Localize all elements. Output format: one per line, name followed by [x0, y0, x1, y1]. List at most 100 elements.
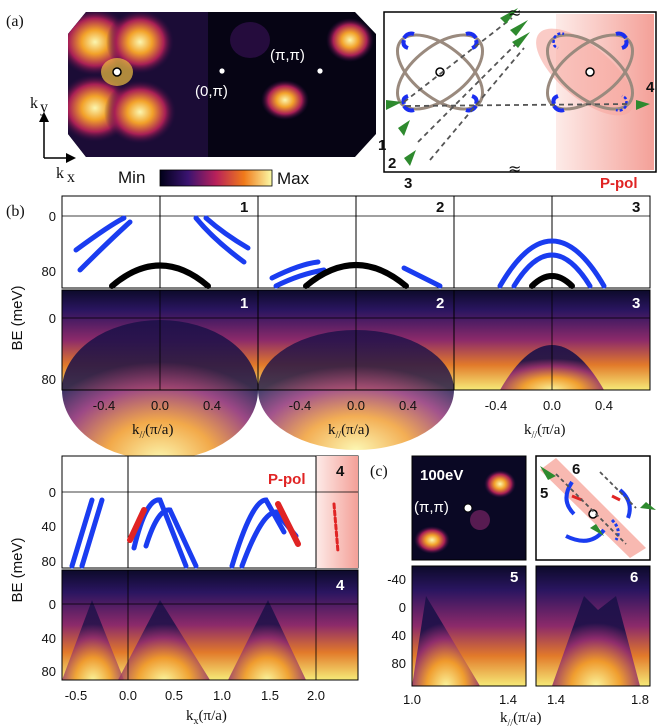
cut-label-2-bottom: 2 — [436, 295, 444, 312]
zero-pi-marker — [219, 68, 225, 74]
xlabel-b1-sub: // — [140, 430, 146, 441]
xlabel-b2-main: k — [328, 422, 336, 438]
xtick-2c: 0.4 — [399, 398, 417, 413]
spectra-c: 5 6 -40 0 40 80 1.0 1.4 1.4 1.8 k//(π/a) — [387, 565, 651, 726]
schematic-c: 6 5 — [535, 455, 656, 561]
ytick-bottom-0: 0 — [49, 311, 56, 326]
xlabel-c-sub: // — [508, 718, 514, 726]
cut-number-5: 5 — [540, 485, 548, 502]
cut-number-2: 2 — [388, 155, 396, 172]
ytick4-top-0: 0 — [49, 485, 56, 500]
xlabel-b3-unit: (π/a) — [537, 422, 565, 438]
cut-label-6: 6 — [630, 569, 638, 586]
xtick-2b: 0.0 — [347, 398, 365, 413]
cut-number-6: 6 — [572, 461, 580, 478]
xtick-1c: 0.4 — [203, 398, 221, 413]
xtick-c-0: 1.0 — [403, 692, 421, 707]
xtick4-4: 1.5 — [261, 688, 279, 703]
ky-label: k — [30, 95, 38, 112]
ytick-top-0: 0 — [49, 209, 56, 224]
ytick-top-80: 80 — [42, 264, 56, 279]
cut-number-1: 1 — [378, 137, 386, 154]
cut-label-1-bottom: 1 — [240, 295, 248, 312]
xlabel-b1-unit: (π/a) — [145, 422, 173, 438]
ytick4-bottom-0: 0 — [49, 597, 56, 612]
map-c: 100eV (π,π) — [411, 455, 527, 561]
xtick4-1: 0.0 — [119, 688, 137, 703]
xlabel-b3-sub: // — [532, 430, 538, 441]
ytick4-bottom-80: 80 — [42, 664, 56, 679]
fermi-map: (0,π) (π,π) — [68, 12, 376, 157]
schematic-a: ≈ ≈ 1 2 3 4 P-pol — [378, 3, 657, 192]
xlabel-b2-sub: // — [336, 430, 342, 441]
xtick-1b: 0.0 — [151, 398, 169, 413]
colorbar: Min Max — [118, 168, 310, 188]
ytick4-top-40: 40 — [42, 519, 56, 534]
kx-sub: x — [67, 169, 75, 186]
svg-text:≈: ≈ — [508, 159, 521, 178]
label-pipi: (π,π) — [270, 47, 305, 64]
xlabel4-sub: x — [194, 716, 199, 726]
xlabel-c-main: k — [500, 710, 508, 726]
cut-label-1-top: 1 — [240, 199, 248, 216]
cut-label-4-top: 4 — [336, 463, 345, 480]
ky-sub: y — [40, 99, 48, 116]
cut-label-2-top: 2 — [436, 199, 444, 216]
schematic-row-b: 1 2 3 0 80 — [42, 195, 651, 289]
xtick-c-1: 1.4 — [499, 692, 517, 707]
xticks-b: -0.4 0.0 0.4 -0.4 0.0 0.4 -0.4 0.0 0.4 — [93, 398, 613, 413]
ytick-c-3: 80 — [392, 656, 406, 671]
xtick4-3: 1.0 — [213, 688, 231, 703]
cut-label-3-top: 3 — [632, 199, 640, 216]
kx-ky-axes: k y k x — [30, 95, 76, 186]
colorbar-min: Min — [118, 168, 145, 187]
ytick-bottom-80: 80 — [42, 372, 56, 387]
svg-text:k//(π/a): k//(π/a) — [524, 422, 565, 441]
xlabel4-main: k — [186, 708, 194, 724]
cut-number-4: 4 — [646, 79, 655, 96]
ytick-c-0: -40 — [387, 572, 406, 587]
xlabel-b2-unit: (π/a) — [341, 422, 369, 438]
panel-label-b: (b) — [6, 203, 25, 220]
xtick-2a: -0.4 — [289, 398, 311, 413]
colorbar-max: Max — [277, 169, 310, 188]
ppol-label-a: P-pol — [600, 175, 638, 192]
svg-text:k//(π/a): k//(π/a) — [328, 422, 369, 441]
xlabels-b: k//(π/a) k//(π/a) k//(π/a) — [132, 422, 565, 441]
cut-number-3: 3 — [404, 175, 412, 192]
xtick-c-3: 1.8 — [631, 692, 649, 707]
energy-label: 100eV — [420, 467, 463, 484]
xtick-3a: -0.4 — [485, 398, 507, 413]
ytick4-bottom-40: 40 — [42, 631, 56, 646]
label-0pi: (0,π) — [195, 83, 228, 100]
xlabel-b1-main: k — [132, 422, 140, 438]
label-pipi-c: (π,π) — [414, 499, 449, 516]
svg-text:kx(π/a): kx(π/a) — [186, 708, 227, 726]
spectra-row-b: 1 2 3 0 80 — [42, 289, 651, 460]
cut-label-4-bottom: 4 — [336, 577, 345, 594]
panel-label-c: (c) — [370, 463, 388, 480]
xtick-1a: -0.4 — [93, 398, 115, 413]
ytick-c-1: 0 — [399, 600, 406, 615]
xtick-c-2: 1.4 — [547, 692, 565, 707]
ppol-label-b4: P-pol — [268, 471, 306, 488]
xlabel4-unit: (π/a) — [199, 708, 227, 724]
xtick4-0: -0.5 — [65, 688, 87, 703]
xlabel-c-unit: (π/a) — [513, 710, 541, 726]
gamma-point-marker — [112, 67, 122, 77]
ytick-c-2: 40 — [392, 628, 406, 643]
schematic-4: P-pol 4 0 40 80 — [42, 455, 359, 569]
svg-text:≈: ≈ — [508, 3, 521, 22]
spectrum-4: 4 0 40 80 — [42, 569, 359, 681]
xtick4-2: 0.5 — [165, 688, 183, 703]
panel-label-a: (a) — [6, 13, 24, 30]
cut-label-3-bottom: 3 — [632, 295, 640, 312]
xlabel-b3-main: k — [524, 422, 532, 438]
svg-text:k//(π/a): k//(π/a) — [132, 422, 173, 441]
xtick-3c: 0.4 — [595, 398, 613, 413]
ytick4-top-80: 80 — [42, 554, 56, 569]
pi-pi-marker — [317, 68, 323, 74]
kx-label: k — [56, 165, 64, 182]
xtick-3b: 0.0 — [543, 398, 561, 413]
